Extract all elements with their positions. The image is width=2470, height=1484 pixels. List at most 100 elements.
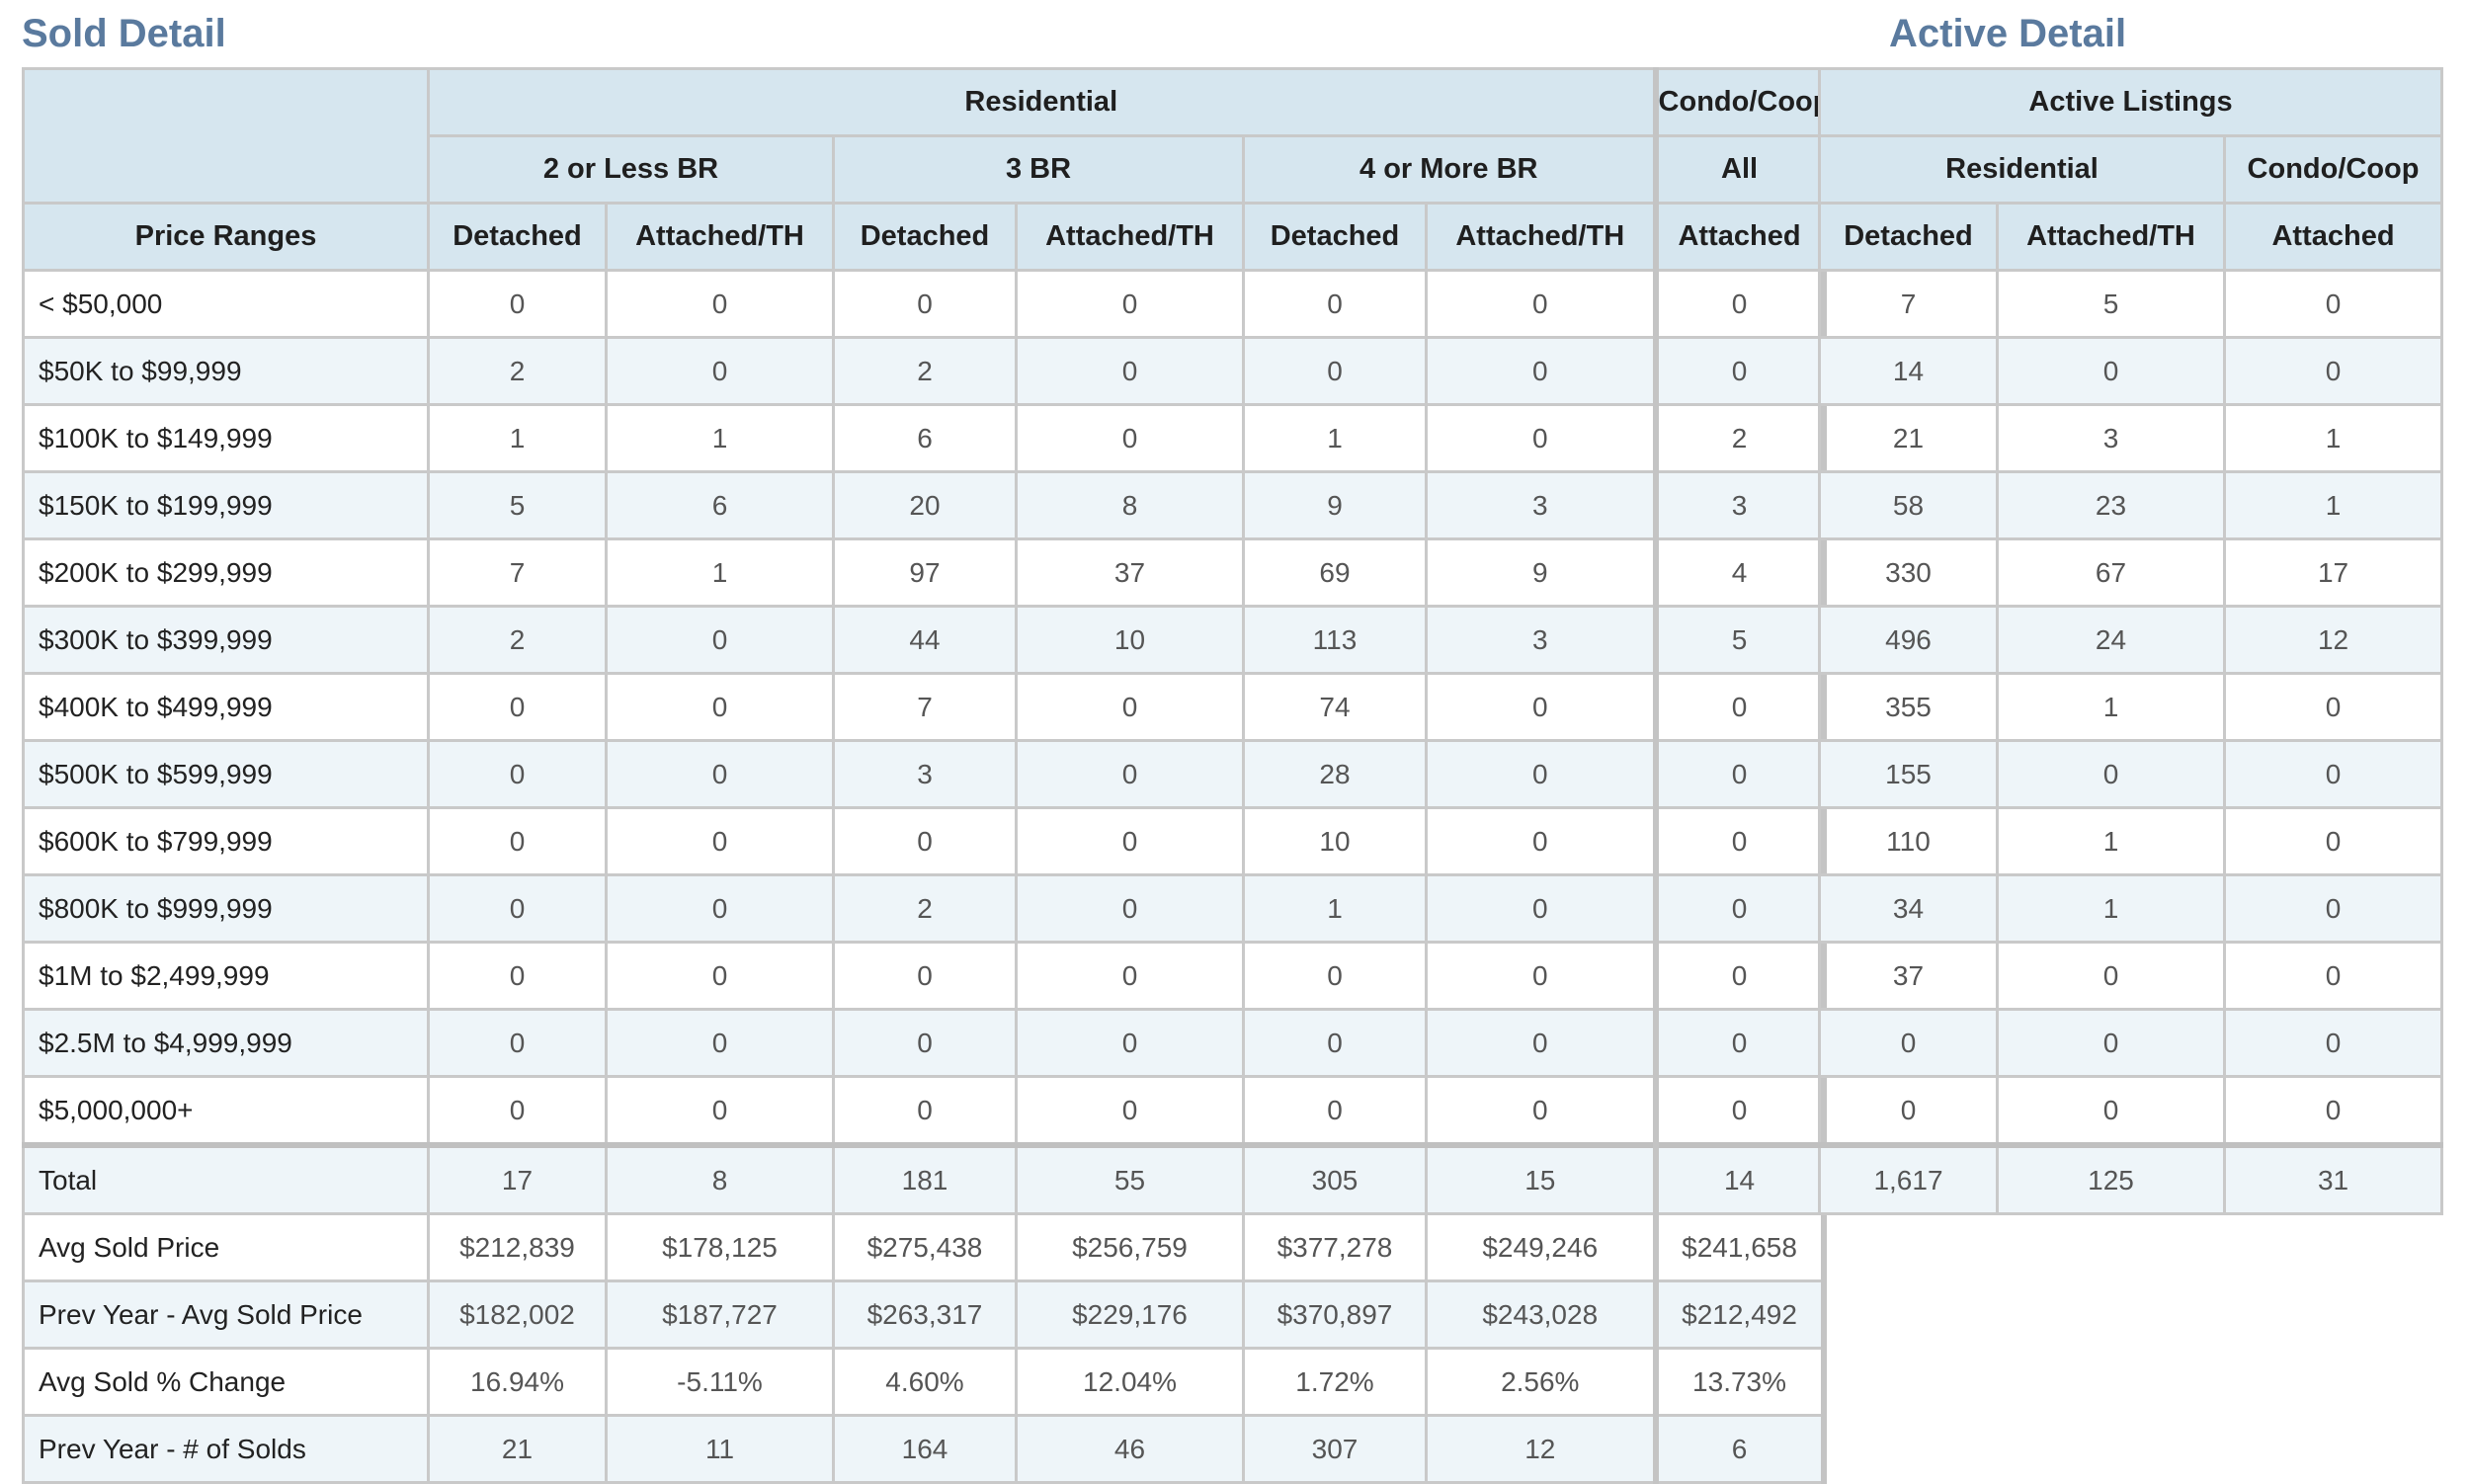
table-cell: 1 [2222, 403, 2444, 473]
sold-detail-title: Sold Detail [22, 12, 226, 55]
table-cell: 355 [1818, 672, 1999, 742]
table-cell: $212,839 [427, 1212, 608, 1282]
table-cell: 0 [1996, 739, 2226, 809]
active-residential-header: Residential [1818, 134, 2226, 205]
table-cell: 6 [832, 403, 1018, 473]
table-cell: 0 [2222, 873, 2444, 944]
table-cell: 0 [1996, 1075, 2226, 1147]
table-cell: 28 [1242, 739, 1428, 809]
table-cell: 155 [1818, 739, 1999, 809]
table-cell: $187,727 [605, 1279, 835, 1350]
summary-row: Prev Year - # of Solds 21 11 164 46 307 12 6 [22, 1414, 1827, 1484]
table-cell: 20 [832, 470, 1018, 540]
table-cell: 16.94% [427, 1347, 608, 1417]
table-cell: 1 [1996, 806, 2226, 876]
table-row: 21 3 1 [1818, 403, 2444, 473]
table-cell: 0 [1652, 269, 1827, 339]
table-cell: 0 [1424, 1075, 1658, 1147]
table-row: $2.5M to $4,999,999 0 0 0 0 0 0 0 [22, 1008, 1827, 1078]
attached-th-header: Attached/TH [605, 202, 835, 272]
table-cell: $370,897 [1242, 1279, 1428, 1350]
table-cell: 0 [1652, 1008, 1827, 1078]
table-row: 14 0 0 [1818, 336, 2444, 406]
table-cell: 1 [1242, 873, 1428, 944]
table-cell: 14 [1652, 1142, 1827, 1215]
table-cell: 17 [427, 1142, 608, 1215]
sold-header-row-1: Residential Condo/Coop [22, 67, 1827, 205]
table-cell: 181 [832, 1142, 1018, 1215]
table-cell: 0 [2222, 1008, 2444, 1078]
table-cell: 0 [1242, 1075, 1428, 1147]
summary-row: Avg Sold Price $212,839 $178,125 $275,438 $2… [22, 1212, 1827, 1282]
active-header-row-1: Active Listings [1817, 67, 2444, 137]
attached-th-header: Attached/TH [1015, 202, 1245, 272]
table-cell: 6 [1652, 1414, 1827, 1484]
table-cell: 0 [1652, 739, 1827, 809]
table-cell: 21 [1818, 403, 1999, 473]
table-cell: $243,028 [1424, 1279, 1658, 1350]
table-cell: 12.04% [1015, 1347, 1245, 1417]
table-row: 110 1 0 [1818, 806, 2444, 876]
table-cell: 0 [1424, 672, 1658, 742]
table-cell: 12 [2222, 605, 2444, 675]
table-cell: 23 [1996, 470, 2226, 540]
table-cell: 164 [832, 1414, 1018, 1484]
active-header-row-3: Detached Attached/TH Attached [1818, 202, 2444, 272]
sold-detail-table: Residential Condo/Coop 2 or Less BR 3 BR… [22, 67, 1827, 1484]
table-cell: 496 [1818, 605, 1999, 675]
active-header-row-2: Residential Condo/Coop [1818, 134, 2444, 205]
table-cell: 0 [427, 739, 608, 809]
table-cell: 0 [605, 806, 835, 876]
table-cell: 3 [1424, 470, 1658, 540]
summary-row: Prev Year - Avg Sold Price $182,002 $187,7… [22, 1279, 1827, 1350]
table-cell: 0 [605, 605, 835, 675]
table-cell: 0 [427, 941, 608, 1011]
sold-header-row-2: 2 or Less BR 3 BR 4 or More BR All [24, 134, 1827, 205]
active-detail-table: Active Listings Residential Condo/Coop D… [1817, 67, 2444, 1215]
table-cell: 1 [605, 537, 835, 608]
table-cell: 3 [1996, 403, 2226, 473]
price-range-label: $300K to $399,999 [22, 605, 430, 675]
table-cell: 0 [2222, 336, 2444, 406]
table-cell: $249,246 [1424, 1212, 1658, 1282]
table-cell: 0 [1015, 1008, 1245, 1078]
table-cell: 2 [832, 336, 1018, 406]
table-cell: 0 [832, 1008, 1018, 1078]
price-range-label: $200K to $299,999 [22, 537, 430, 608]
attached-header: Attached [2222, 202, 2444, 272]
table-cell: 6 [605, 470, 835, 540]
br-group-header: 4 or More BR [1241, 134, 1658, 205]
table-cell: 0 [1424, 403, 1658, 473]
attached-header: Attached [1652, 202, 1827, 272]
table-cell: 46 [1015, 1414, 1245, 1484]
table-cell: $256,759 [1015, 1212, 1245, 1282]
table-cell: 9 [1424, 537, 1658, 608]
table-cell: 0 [1015, 739, 1245, 809]
table-cell: 4 [1652, 537, 1827, 608]
table-row: $150K to $199,999 5 6 20 8 9 3 3 [22, 470, 1827, 540]
table-cell: 0 [1424, 806, 1658, 876]
table-cell: 0 [1424, 269, 1658, 339]
table-cell: 17 [2222, 537, 2444, 608]
condo-all-header: All [1652, 134, 1827, 205]
table-row: $400K to $499,999 0 0 7 0 74 0 0 [22, 672, 1827, 742]
table-cell: 330 [1818, 537, 1999, 608]
table-cell: 3 [1652, 470, 1827, 540]
table-cell: 0 [1015, 672, 1245, 742]
table-row: $500K to $599,999 0 0 3 0 28 0 0 [22, 739, 1827, 809]
table-row: < $50,000 0 0 0 0 0 0 0 [22, 269, 1827, 339]
table-cell: 0 [1424, 941, 1658, 1011]
table-cell: 0 [427, 806, 608, 876]
table-cell: 1 [427, 403, 608, 473]
table-cell: 12 [1424, 1414, 1658, 1484]
table-cell: 5 [1652, 605, 1827, 675]
table-cell: 0 [2222, 806, 2444, 876]
price-range-label: $5,000,000+ [22, 1075, 430, 1147]
table-cell: 0 [1242, 269, 1428, 339]
table-cell: 0 [832, 269, 1018, 339]
table-cell: 0 [832, 1075, 1018, 1147]
table-cell: 1 [1242, 403, 1428, 473]
total-row: 1,617 125 31 [1818, 1142, 2444, 1215]
table-cell: 0 [1424, 873, 1658, 944]
